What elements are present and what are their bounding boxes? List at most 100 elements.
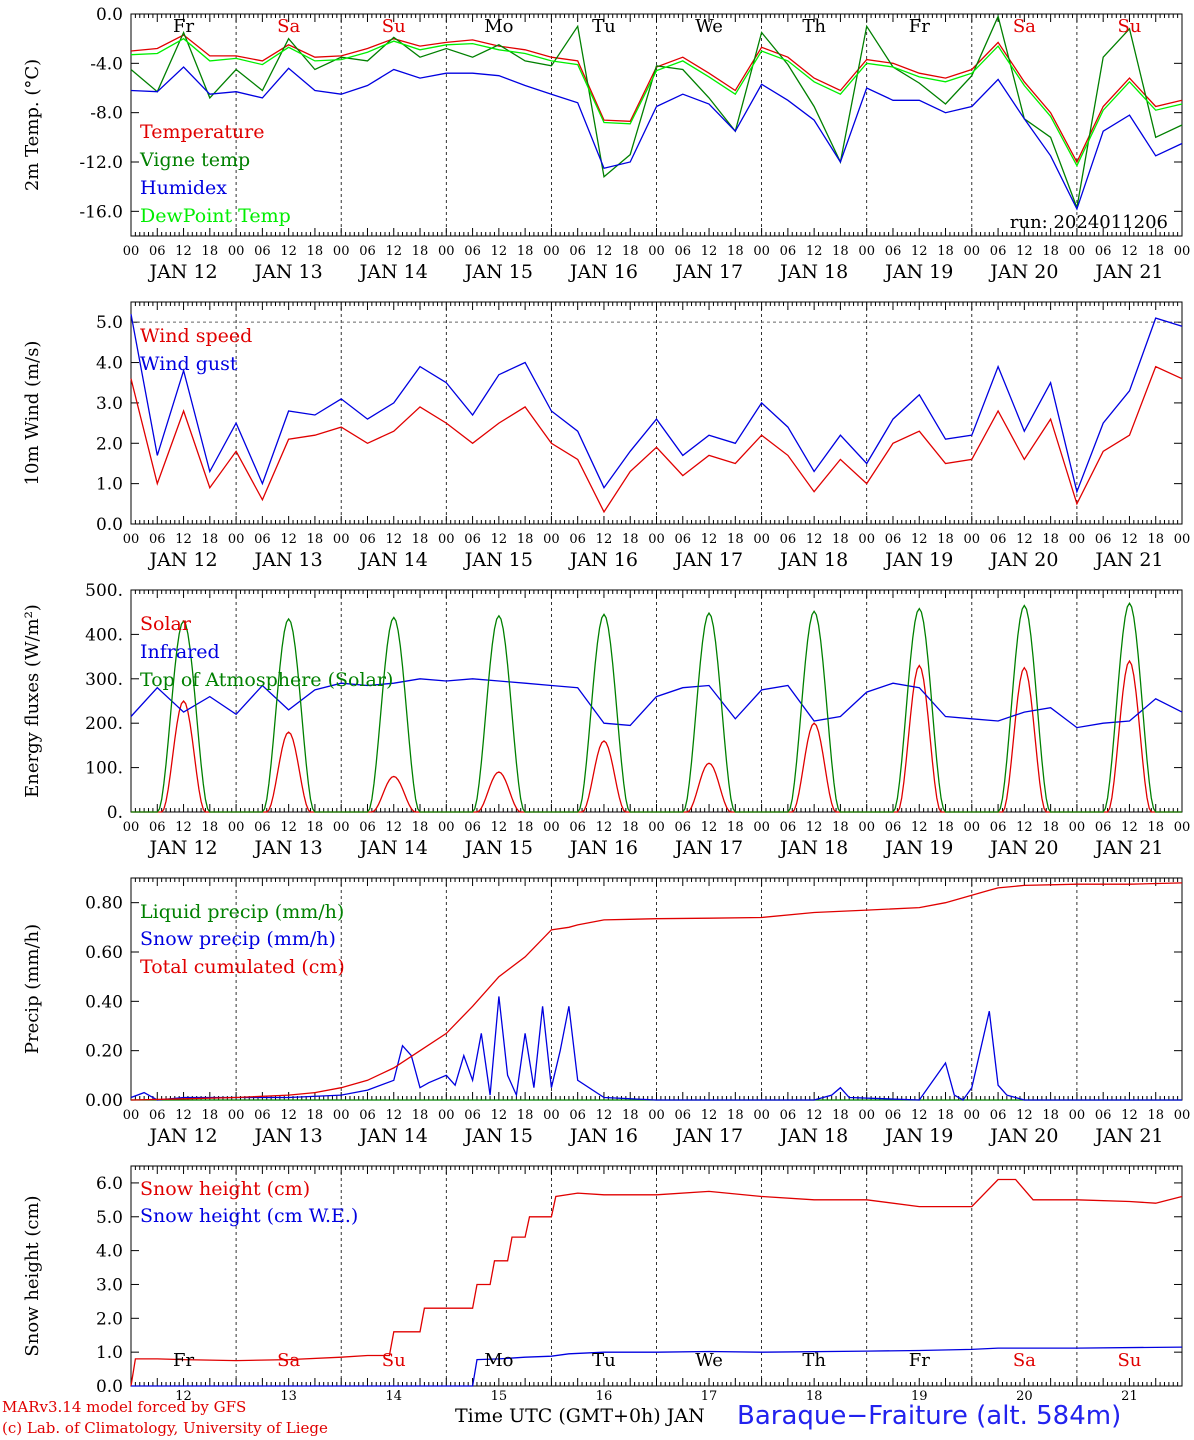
x-hour-label: 12	[911, 532, 928, 547]
day-number-label: 13	[280, 1389, 297, 1404]
x-hour-label: 18	[1042, 532, 1059, 547]
x-day-label: JAN 18	[778, 1125, 848, 1147]
x-hour-label: 06	[569, 1108, 586, 1123]
x-hour-label: 00	[964, 244, 981, 259]
x-day-label: JAN 16	[568, 837, 638, 859]
x-hour-label: 12	[1121, 532, 1138, 547]
x-hour-label: 00	[543, 532, 560, 547]
x-hour-label: 12	[491, 532, 508, 547]
x-hour-label: 00	[648, 532, 665, 547]
x-hour-label: 06	[149, 244, 166, 259]
x-hour-label: 12	[806, 820, 823, 835]
x-hour-label: 12	[596, 532, 613, 547]
x-day-label: JAN 15	[463, 1125, 533, 1147]
x-hour-label: 18	[937, 532, 954, 547]
panel-3	[130, 589, 1183, 813]
x-hour-label: 06	[780, 244, 797, 259]
x-hour-label: 18	[1042, 820, 1059, 835]
y-axis-label: 2m Temp. (°C)	[22, 59, 43, 191]
legend-entry: Total cumulated (cm)	[140, 956, 345, 978]
x-hour-label: 00	[1069, 532, 1086, 547]
x-day-label: JAN 17	[673, 1125, 743, 1147]
x-hour-label: 06	[885, 532, 902, 547]
y-tick-label: 2.0	[96, 1309, 123, 1329]
x-hour-label: 12	[806, 532, 823, 547]
x-hour-label: 06	[464, 1108, 481, 1123]
x-day-label: JAN 16	[568, 261, 638, 283]
x-day-label: JAN 20	[988, 1125, 1058, 1147]
y-tick-label: -8.0	[90, 104, 123, 124]
y-tick-label: 300.	[85, 670, 123, 690]
day-name-label: Su	[1117, 1350, 1141, 1371]
y-tick-label: 0.0	[96, 5, 123, 25]
y-tick-label: 2.0	[96, 434, 123, 454]
x-hour-label: 00	[543, 820, 560, 835]
x-hour-label: 12	[385, 532, 402, 547]
x-hour-label: 18	[727, 532, 744, 547]
x-day-label: JAN 20	[988, 549, 1058, 571]
x-hour-label: 12	[280, 820, 297, 835]
model-credit: MARv3.14 model forced by GFS	[2, 1398, 247, 1416]
x-hour-label: 06	[885, 244, 902, 259]
x-hour-label: 00	[228, 532, 245, 547]
x-hour-label: 00	[438, 532, 455, 547]
day-name-label: Fr	[909, 16, 930, 37]
panel-1	[130, 13, 1183, 237]
x-day-label: JAN 19	[883, 837, 953, 859]
x-hour-label: 00	[438, 244, 455, 259]
y-tick-label: 5.0	[96, 313, 123, 333]
x-hour-label: 06	[675, 244, 692, 259]
series-line-wind-speed	[130, 365, 1183, 514]
x-hour-label: 12	[701, 1108, 718, 1123]
x-hour-label: 06	[1095, 532, 1112, 547]
x-hour-label: 06	[1095, 1108, 1112, 1123]
x-hour-label: 18	[622, 820, 639, 835]
x-day-label: JAN 12	[147, 1125, 217, 1147]
y-tick-label: 400.	[85, 625, 123, 645]
x-hour-label: 00	[858, 1108, 875, 1123]
legend-entry: Temperature	[140, 121, 264, 143]
y-tick-label: 0.0	[96, 515, 123, 535]
x-day-label: JAN 18	[778, 549, 848, 571]
y-tick-label: 3.0	[96, 1275, 123, 1295]
x-hour-label: 18	[517, 820, 534, 835]
x-hour-label: 00	[543, 244, 560, 259]
x-hour-label: 18	[622, 1108, 639, 1123]
legend-entry: Snow height (cm)	[140, 1178, 310, 1200]
x-day-label: JAN 16	[568, 549, 638, 571]
x-hour-label: 06	[990, 820, 1007, 835]
x-hour-label: 12	[1016, 532, 1033, 547]
x-hour-label: 18	[307, 532, 324, 547]
x-hour-label: 00	[333, 532, 350, 547]
x-hour-label: 00	[648, 820, 665, 835]
x-day-label: JAN 17	[673, 261, 743, 283]
x-hour-label: 00	[333, 820, 350, 835]
day-name-label: Sa	[1013, 1350, 1036, 1371]
x-hour-label: 12	[175, 244, 192, 259]
x-hour-label: 00	[964, 532, 981, 547]
x-hour-label: 18	[1147, 532, 1164, 547]
x-day-label: JAN 14	[358, 837, 428, 859]
x-hour-label: 06	[464, 532, 481, 547]
legend-entry: Wind gust	[140, 353, 238, 375]
x-hour-label: 18	[517, 244, 534, 259]
legend-entry: Humidex	[140, 177, 227, 199]
x-hour-label: 06	[885, 820, 902, 835]
day-name-label: Sa	[1013, 16, 1036, 37]
day-number-label: 17	[701, 1389, 718, 1404]
x-hour-label: 18	[412, 244, 429, 259]
y-tick-label: 0.20	[85, 1042, 123, 1062]
x-hour-label: 00	[438, 820, 455, 835]
x-hour-label: 00	[964, 820, 981, 835]
x-day-label: JAN 13	[253, 837, 323, 859]
day-number-label: 12	[175, 1389, 192, 1404]
x-hour-label: 12	[491, 1108, 508, 1123]
x-hour-label: 12	[385, 820, 402, 835]
series-line-wind-gust	[130, 313, 1183, 494]
y-tick-label: 0.60	[85, 943, 123, 963]
x-hour-label: 00	[648, 1108, 665, 1123]
y-tick-label: 0.	[107, 803, 123, 823]
x-hour-label: 00	[964, 1108, 981, 1123]
day-name-label: Th	[802, 1350, 826, 1371]
x-hour-label: 12	[701, 244, 718, 259]
